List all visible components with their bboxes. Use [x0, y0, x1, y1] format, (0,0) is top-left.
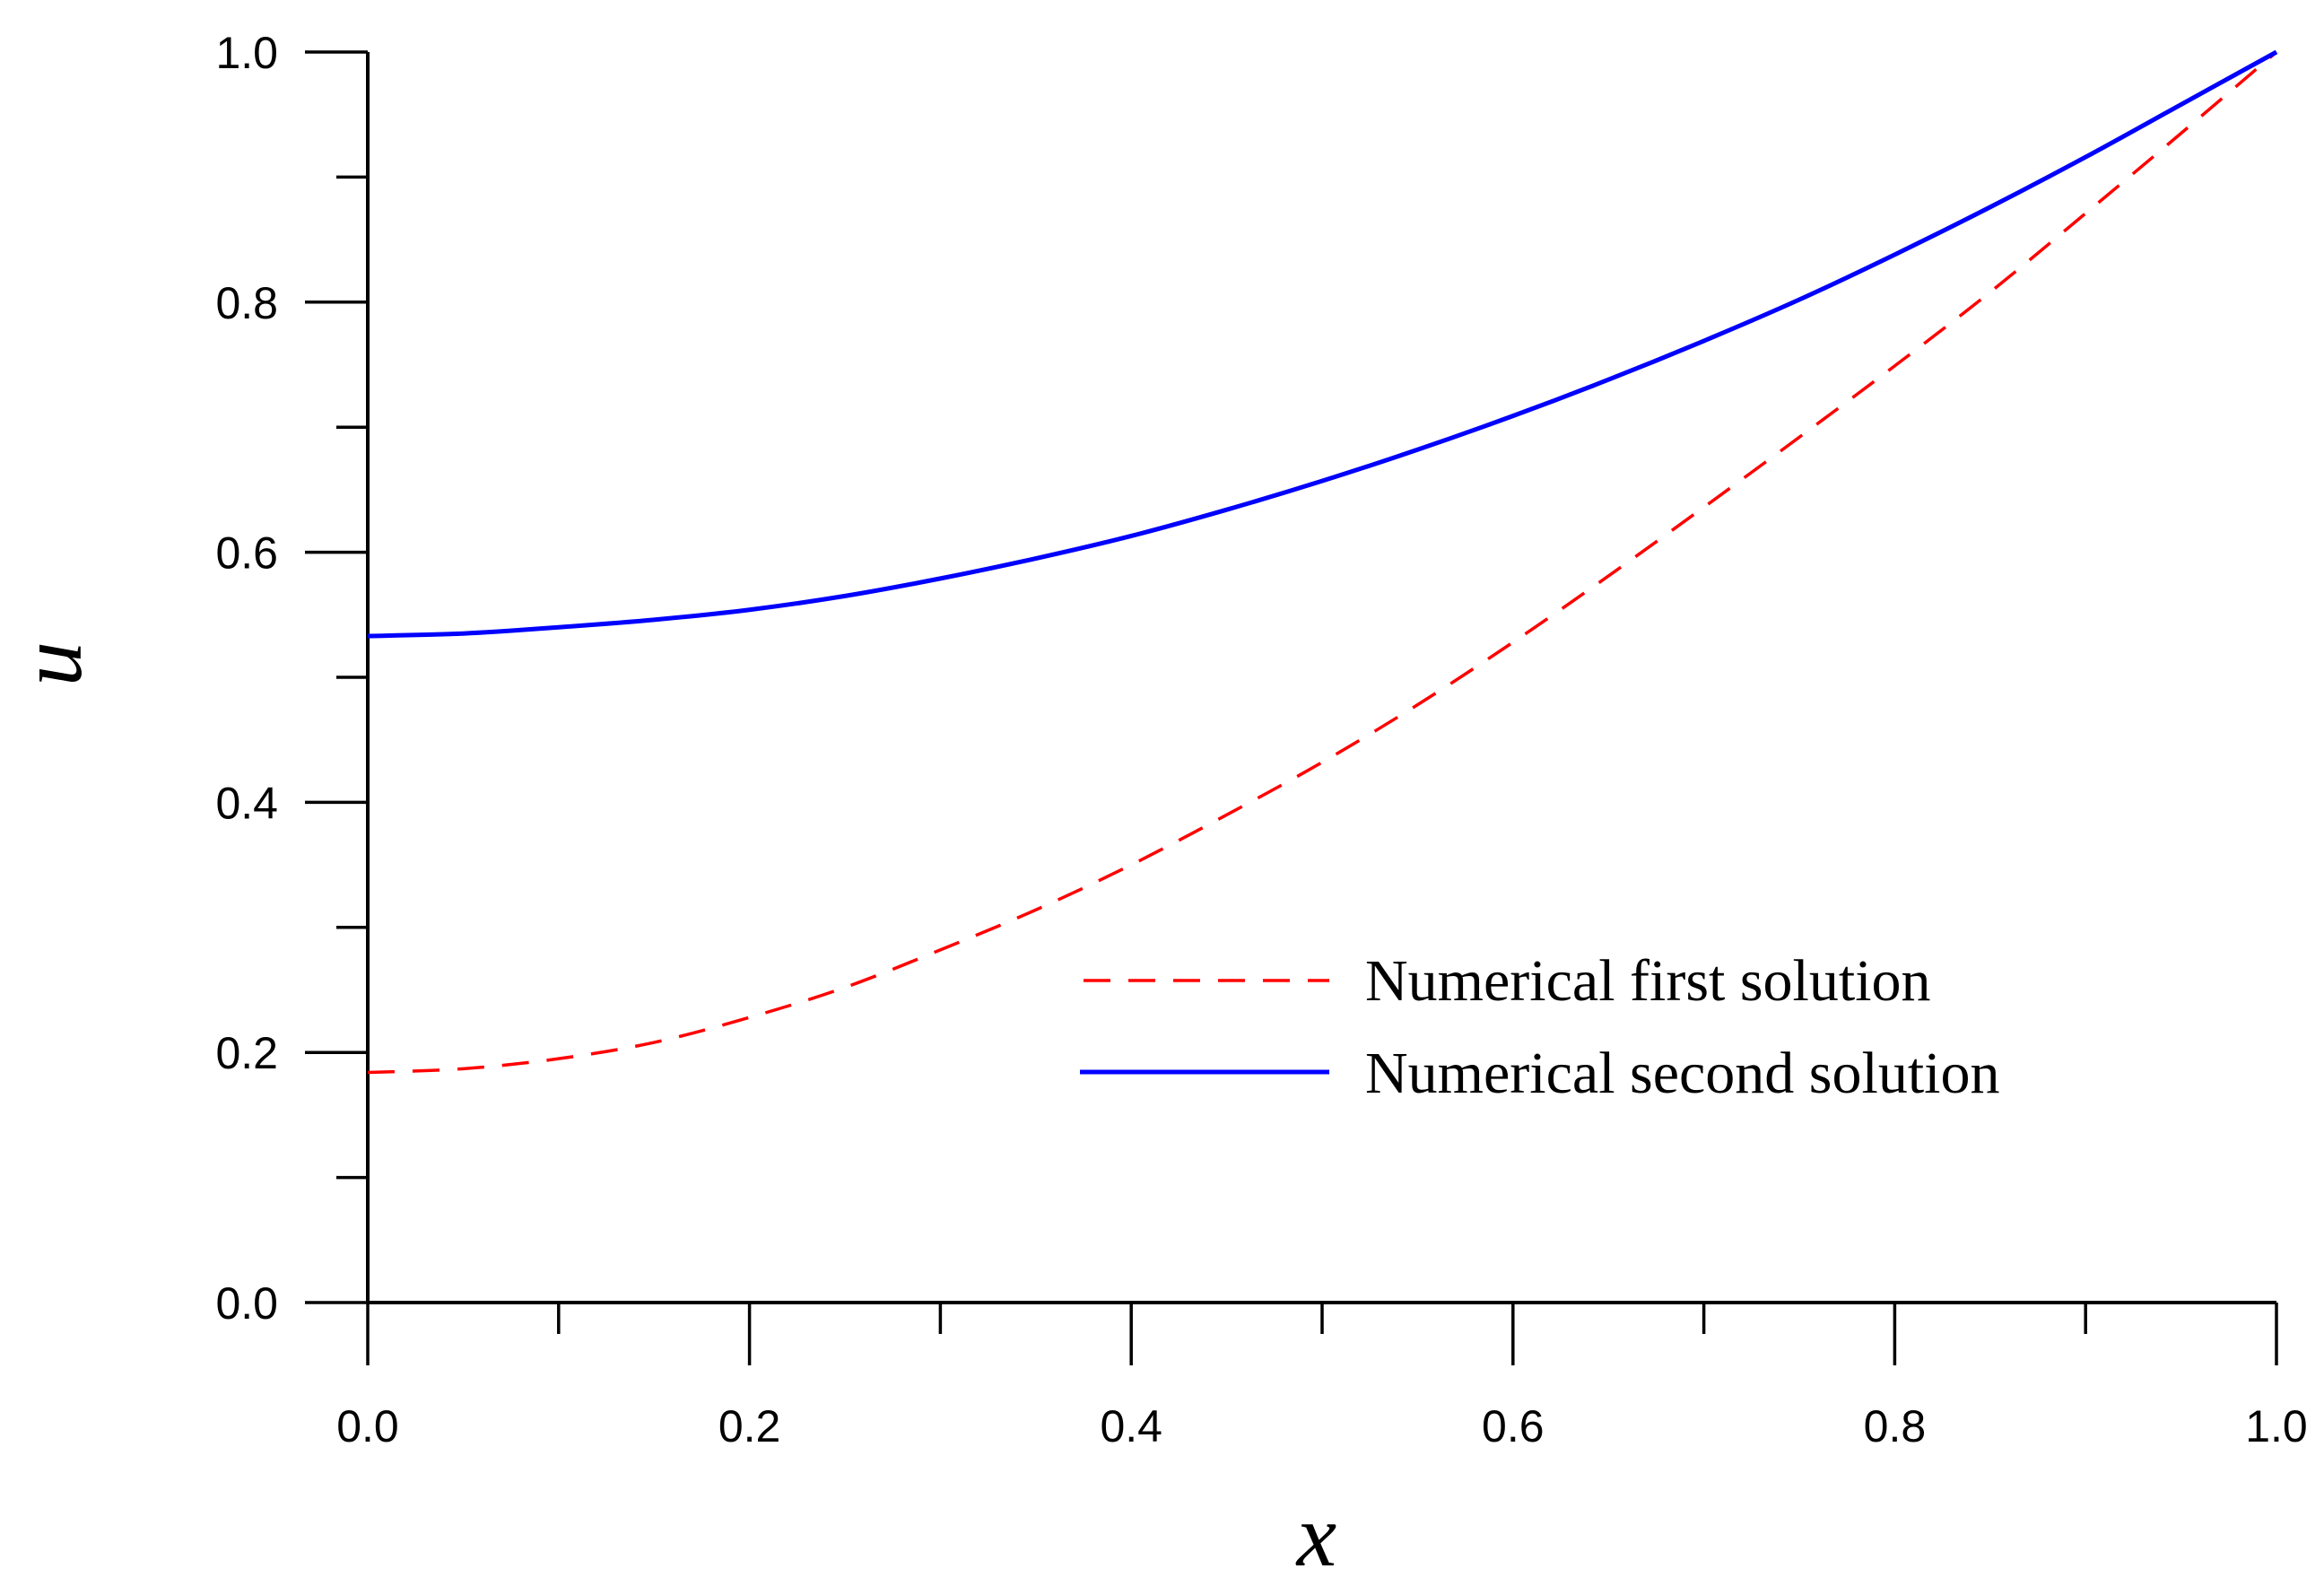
legend: Numerical first solution Numerical secon… — [1080, 948, 2000, 1106]
series-layer — [367, 49, 2278, 1075]
x-tick-label: 0.2 — [718, 1401, 781, 1451]
y-tick-label: 0.6 — [215, 528, 278, 579]
y-tick-label: 1.0 — [215, 28, 278, 78]
x-tick-label: 0.6 — [1482, 1401, 1545, 1451]
x-tick-label: 1.0 — [2245, 1401, 2308, 1451]
y-tick-label: 0.8 — [215, 278, 278, 328]
y-axis-title: u — [1, 641, 100, 686]
x-tick-label: 0.4 — [1100, 1401, 1162, 1451]
series-line-first-solution — [367, 50, 2278, 1075]
y-tick-label: 0.0 — [215, 1278, 278, 1329]
axes — [366, 52, 2276, 1304]
x-tick-label: 0.8 — [1864, 1401, 1927, 1451]
ticks: 0.0 0.2 0.4 0.6 0.8 1.0 0.0 0.2 0.4 0.6 0.8 1.0 — [215, 28, 2307, 1451]
y-tick-label: 0.2 — [215, 1028, 278, 1078]
series-line-second-solution — [367, 49, 2278, 639]
x-axis-title: x — [1295, 1486, 1336, 1585]
y-tick-label: 0.4 — [215, 778, 278, 828]
legend-label-first-solution: Numerical first solution — [1365, 948, 1931, 1014]
x-tick-label: 0.0 — [336, 1401, 399, 1451]
legend-label-second-solution: Numerical second solution — [1365, 1041, 2000, 1106]
